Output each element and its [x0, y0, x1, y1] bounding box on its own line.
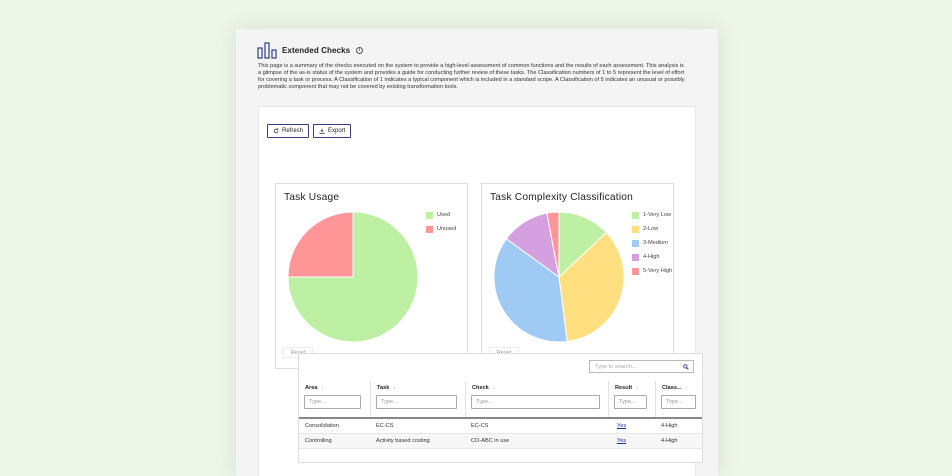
filter-input-result[interactable]: Type...: [614, 395, 647, 409]
legend-label: 5-Very High: [643, 268, 673, 274]
legend-swatch: [426, 211, 433, 219]
cell-area: Controlling: [305, 438, 332, 444]
sort-arrow-icon: ↓: [321, 385, 324, 391]
page-header: Extended Checks i: [257, 40, 364, 60]
legend-swatch: [426, 225, 433, 233]
sort-arrow-icon: ↓: [393, 385, 396, 391]
task-complexity-title: Task Complexity Classification: [490, 192, 634, 203]
column-label-area: Area: [305, 385, 318, 391]
legend-item[interactable]: 1-Very Low: [632, 208, 672, 222]
legend-label: 1-Very Low: [643, 212, 671, 218]
cell-task: EC-CS: [376, 423, 394, 429]
task-usage-pie[interactable]: [287, 211, 419, 343]
search-placeholder: Type to search...: [595, 363, 637, 370]
legend-label: Used: [437, 212, 451, 218]
export-label: Export: [328, 128, 346, 134]
cell-result-link[interactable]: Yes: [617, 438, 627, 444]
sort-arrow-icon: ↓: [685, 385, 689, 391]
legend-item[interactable]: 3-Medium: [632, 236, 672, 250]
info-icon[interactable]: i: [356, 46, 364, 54]
column-header-class[interactable]: Class... ↓: [662, 385, 688, 391]
legend-item[interactable]: 2-Low: [632, 222, 672, 236]
download-icon: [319, 128, 325, 134]
legend-label: 4-High: [643, 254, 660, 260]
filter-placeholder: Type...: [666, 399, 683, 405]
legend-swatch: [632, 239, 639, 247]
column-check: Check ↓ Type...: [465, 381, 608, 418]
cell-result-link[interactable]: Yes: [617, 423, 627, 429]
column-task: Task ↓ Type...: [370, 381, 465, 418]
sort-arrow-icon: ↓: [492, 385, 496, 391]
checks-table: Type to search... Area ↓ Type... Task: [298, 353, 703, 463]
cell-class: 4-High: [661, 438, 678, 444]
column-label-task: Task: [377, 385, 390, 391]
table-search-input[interactable]: Type to search...: [589, 360, 694, 373]
pie-slice-3-medium[interactable]: [493, 238, 568, 343]
column-header-check[interactable]: Check ↓: [472, 385, 495, 391]
legend-label: 3-Medium: [643, 240, 668, 246]
filter-input-area[interactable]: Type...: [304, 395, 361, 409]
task-usage-legend: Used Unused: [426, 208, 456, 236]
task-complexity-pie[interactable]: [493, 211, 625, 343]
bar-chart-logo-icon: [257, 42, 277, 59]
filter-input-check[interactable]: Type...: [471, 395, 600, 409]
legend-item[interactable]: Unused: [426, 222, 456, 236]
legend-label: 2-Low: [643, 226, 659, 232]
legend-item[interactable]: 5-Very High: [632, 264, 672, 278]
main-content: Refresh Export Task Usage Used Unused Res…: [258, 106, 703, 476]
extended-checks-panel: Extended Checks i This page is a summary…: [236, 29, 718, 476]
cell-task: Activity based costing: [376, 438, 430, 444]
legend-swatch: [632, 253, 639, 261]
refresh-button[interactable]: Refresh: [267, 124, 310, 138]
search-icon: [683, 364, 689, 370]
task-complexity-card: Task Complexity Classification 1-Very Lo…: [481, 183, 674, 369]
filter-placeholder: Type...: [381, 399, 398, 405]
sort-arrow-icon: ↓: [636, 385, 639, 391]
page-title: Extended Checks: [282, 45, 351, 55]
filter-placeholder: Type...: [619, 399, 636, 405]
refresh-label: Refresh: [282, 128, 304, 134]
filter-placeholder: Type...: [476, 399, 493, 405]
table-header-divider: [299, 417, 702, 419]
task-usage-title: Task Usage: [284, 192, 340, 203]
table-row[interactable]: Controlling Activity based costing CO-AB…: [299, 434, 702, 449]
legend-swatch: [632, 267, 639, 275]
column-header-task[interactable]: Task ↓: [377, 385, 396, 391]
pie-slice-5-very-high[interactable]: [546, 211, 560, 278]
refresh-icon: [273, 128, 279, 134]
cell-class: 4-High: [661, 423, 678, 429]
task-complexity-legend: 1-Very Low 2-Low 3-Medium 4-High 5-Very High: [632, 208, 672, 278]
legend-swatch: [632, 225, 639, 233]
legend-label: Unused: [437, 226, 457, 232]
column-label-class: Class...: [662, 385, 682, 391]
pie-slice-unused[interactable]: [287, 211, 354, 278]
table-row[interactable]: Consolidation EC-CS EC-CS Yes 4-High: [299, 419, 702, 434]
pie-slice-2-low[interactable]: [558, 231, 625, 343]
legend-item[interactable]: Used: [426, 208, 456, 222]
cell-check: EC-CS: [471, 423, 489, 429]
filter-placeholder: Type...: [309, 399, 326, 405]
column-header-area[interactable]: Area ↓: [305, 385, 324, 391]
pie-slice-used[interactable]: [287, 211, 419, 343]
filter-input-class[interactable]: Type...: [661, 395, 696, 409]
legend-swatch: [632, 211, 639, 219]
legend-item[interactable]: 4-High: [632, 250, 672, 264]
column-label-check: Check: [472, 385, 489, 391]
cell-check: CO-ABC in use: [471, 438, 510, 444]
export-button[interactable]: Export: [313, 124, 352, 138]
filter-input-task[interactable]: Type...: [376, 395, 457, 409]
column-area: Area ↓ Type...: [299, 381, 370, 418]
page-description: This page is a summary of the checks exe…: [258, 63, 685, 91]
column-class: Class... ↓ Type...: [655, 381, 702, 418]
cell-area: Consolidation: [305, 423, 339, 429]
column-result: Result ↓ Type...: [608, 381, 655, 418]
column-label-result: Result: [615, 385, 633, 391]
column-header-result[interactable]: Result ↓: [615, 385, 639, 391]
